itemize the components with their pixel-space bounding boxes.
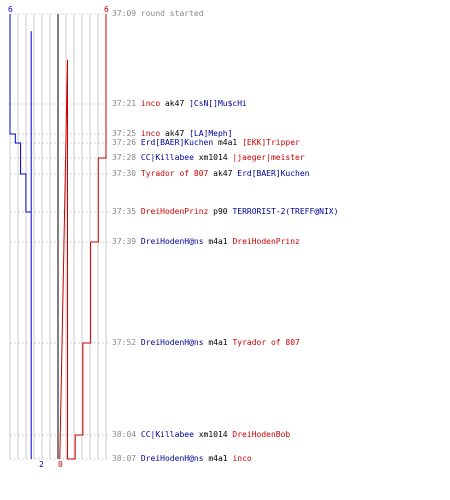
weapon-name: m4a1 [203, 338, 233, 347]
kill-event-row: 37:52 DreiHodenH@ns m4a1 Tyrador of 807 [112, 338, 300, 348]
event-time: 37:25 [112, 129, 141, 138]
player-name: Erd[BAER]Kuchen [237, 169, 310, 178]
kill-event-row: 37:26 Erd[BAER]Kuchen m4a1 [EKK]Tripper [112, 138, 300, 148]
blue-start-count: 6 [8, 5, 13, 14]
player-name: DreiHodenPrinz [232, 237, 300, 246]
event-time: 37:26 [112, 138, 141, 147]
kill-event-row: 38:07 DreiHodenH@ns m4a1 inco [112, 454, 252, 464]
kill-event-row: 37:21 inco ak47 ]CsN[]Mu$cHi [112, 99, 247, 109]
weapon-name: ak47 [160, 99, 190, 108]
event-time: 37:35 [112, 207, 141, 216]
event-time: 37:28 [112, 153, 141, 162]
weapon-name: m4a1 [203, 237, 233, 246]
event-time: 37:30 [112, 169, 141, 178]
event-time: 37:52 [112, 338, 141, 347]
weapon-name: m4a1 [203, 454, 233, 463]
event-time: 37:09 [112, 9, 141, 18]
weapon-name: m4a1 [213, 138, 243, 147]
player-name: inco [232, 454, 252, 463]
player-name: inco [140, 129, 161, 138]
weapon-name: ak47 [208, 169, 238, 178]
red-start-count: 6 [104, 5, 109, 14]
weapon-name: xm1014 [193, 430, 233, 439]
player-name: DreiHodenBob [232, 430, 291, 439]
player-name: CC|Killabee [140, 153, 194, 162]
kill-event-row: 37:35 DreiHodenPrinz p90 TERRORIST-2(TRE… [112, 207, 338, 217]
weapon-name: xm1014 [193, 153, 233, 162]
weapon-name: p90 [208, 207, 233, 216]
red-team-alive-line [59, 14, 107, 460]
kill-event-row: 38:04 CC|Killabee xm1014 DreiHodenBob [112, 430, 290, 440]
blue-end-count: 2 [39, 460, 44, 469]
player-name: Erd[BAER]Kuchen [140, 138, 214, 147]
player-name: DreiHodenPrinz [140, 207, 209, 216]
event-time: 38:07 [112, 454, 141, 463]
event-text: round started [140, 9, 204, 18]
player-name: Tyrador of 807 [140, 169, 209, 178]
kill-event-row: 37:09 round started [112, 9, 204, 19]
kill-event-row: 37:28 CC|Killabee xm1014 |jaeger|meister [112, 153, 305, 163]
player-name: Tyrador of 807 [232, 338, 300, 347]
player-name: |jaeger|meister [232, 153, 305, 162]
event-time: 37:21 [112, 99, 141, 108]
kill-event-row: 37:25 inco ak47 [LA]Meph] [112, 129, 232, 139]
event-time: 38:04 [112, 430, 141, 439]
blue-team-alive-line [9, 14, 32, 459]
player-name: [LA]Meph] [189, 129, 233, 138]
kill-event-row: 37:39 DreiHodenH@ns m4a1 DreiHodenPrinz [112, 237, 300, 247]
player-name: ]CsN[]Mu$cHi [189, 99, 247, 108]
player-name: CC|Killabee [140, 430, 194, 439]
red-end-count: 0 [58, 460, 63, 469]
player-name: DreiHodenH@ns [140, 237, 204, 246]
event-time: 37:39 [112, 237, 141, 246]
kill-event-row: 37:30 Tyrador of 807 ak47 Erd[BAER]Kuche… [112, 169, 310, 179]
player-name: [EKK]Tripper [242, 138, 300, 147]
player-name: DreiHodenH@ns [140, 338, 204, 347]
player-name: inco [140, 99, 161, 108]
weapon-name: ak47 [160, 129, 190, 138]
player-name: TERRORIST-2(TREFF@NIX) [232, 207, 339, 216]
player-name: DreiHodenH@ns [140, 454, 204, 463]
